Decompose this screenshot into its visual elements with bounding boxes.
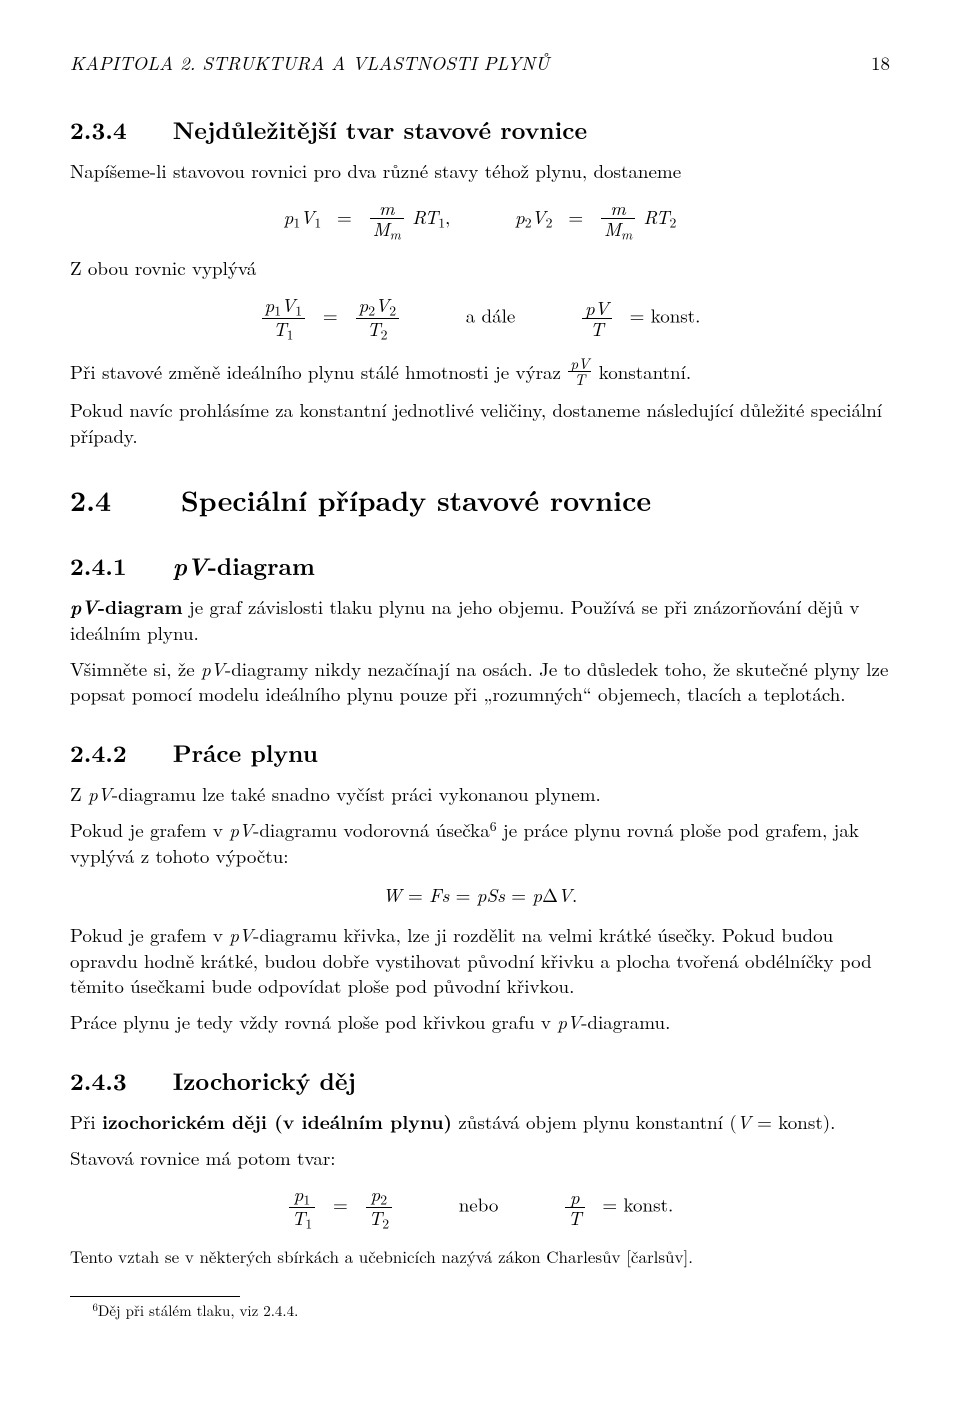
equation-text: = konst.: [602, 1191, 673, 1218]
equation-isochoric: p1T1 = p2T2 nebo pT = konst.: [70, 1184, 890, 1231]
heading-2-4-1: 2.4.1 pV-diagram: [70, 550, 890, 582]
heading-2-4-3: 2.4.3 Izochorický děj: [70, 1065, 890, 1097]
text: je práce plynu rovná ploše pod grafem, j…: [70, 816, 859, 869]
equation-combined: p1V1T1 = p2V2T2 a dále pVT = konst.: [70, 295, 890, 342]
heading-number: 2.4.3: [70, 1064, 127, 1098]
heading-title: Práce plynu: [173, 736, 318, 770]
paragraph: Z pV-diagramu lze také snadno vyčíst prá…: [70, 781, 890, 807]
heading-2-3-4: 2.3.4 Nejdůležitější tvar stavové rovnic…: [70, 114, 890, 146]
text: Při stavové změně ideálního plynu stálé …: [70, 358, 567, 385]
running-head-left: KAPITOLA 2. STRUKTURA A VLASTNOSTI PLYNŮ: [70, 50, 549, 76]
paragraph: Stavová rovnice má potom tvar:: [70, 1145, 890, 1171]
term: pV-diagram: [70, 592, 183, 620]
running-head-page: 18: [871, 50, 890, 76]
heading-title-rest: -diagram: [208, 549, 315, 583]
paragraph: Pokud navíc prohlásíme za konstantní jed…: [70, 397, 890, 448]
paragraph: Pokud je grafem v pV-diagramu vodorovná …: [70, 817, 890, 868]
equation-text: = konst.: [630, 301, 701, 328]
text: Při: [70, 1108, 102, 1135]
heading-2-4: 2.4 Speciální případy stavové rovnice: [70, 482, 890, 520]
heading-number: 2.3.4: [70, 113, 127, 147]
equation-text: a dále: [466, 301, 516, 328]
heading-number: 2.4.1: [70, 549, 127, 583]
text: konstantní.: [599, 358, 692, 385]
footnote: 6Děj při stálém tlaku, viz 2.4.4.: [70, 1301, 890, 1321]
running-head: KAPITOLA 2. STRUKTURA A VLASTNOSTI PLYNŮ…: [70, 50, 890, 76]
paragraph: Práce plynu je tedy vždy rovná ploše pod…: [70, 1009, 890, 1035]
equation-state-two-states: p1V1 = mMm RT1, p2V2 = mMm RT2: [70, 198, 890, 242]
equation-text: nebo: [459, 1191, 499, 1218]
footnote-text: Děj při stálém tlaku, viz 2.4.4.: [98, 1300, 298, 1321]
heading-title: Izochorický děj: [173, 1064, 356, 1098]
heading-title: Speciální případy stavové rovnice: [181, 480, 651, 520]
inline-fraction: pVT: [568, 356, 591, 387]
paragraph: Z obou rovnic vyplývá: [70, 255, 890, 281]
paragraph: Všimněte si, že pV-diagramy nikdy nezačí…: [70, 656, 890, 707]
paragraph: Napíšeme-li stavovou rovnici pro dva růz…: [70, 158, 890, 184]
footnote-rule: [70, 1296, 240, 1297]
heading-2-4-2: 2.4.2 Práce plynu: [70, 737, 890, 769]
paragraph: Tento vztah se v některých sbírkách a uč…: [70, 1245, 890, 1268]
heading-number: 2.4: [70, 480, 111, 520]
paragraph: Pokud je grafem v pV-diagramu křivka, lz…: [70, 922, 890, 999]
text: je graf závislosti tlaku plynu na jeho o…: [70, 593, 859, 646]
equation-work: W = Fs = pSs = pΔV.: [70, 882, 890, 908]
paragraph: Při stavové změně ideálního plynu stálé …: [70, 356, 890, 387]
footnote-ref: 6: [490, 816, 497, 835]
paragraph: Při izochorickém ději (v ideálním plynu)…: [70, 1109, 890, 1135]
heading-title: Nejdůležitější tvar stavové rovnice: [173, 113, 587, 147]
heading-number: 2.4.2: [70, 736, 127, 770]
paragraph: pV-diagram je graf závislosti tlaku plyn…: [70, 594, 890, 645]
term: izochorickém ději (v ideálním plynu): [102, 1107, 452, 1135]
